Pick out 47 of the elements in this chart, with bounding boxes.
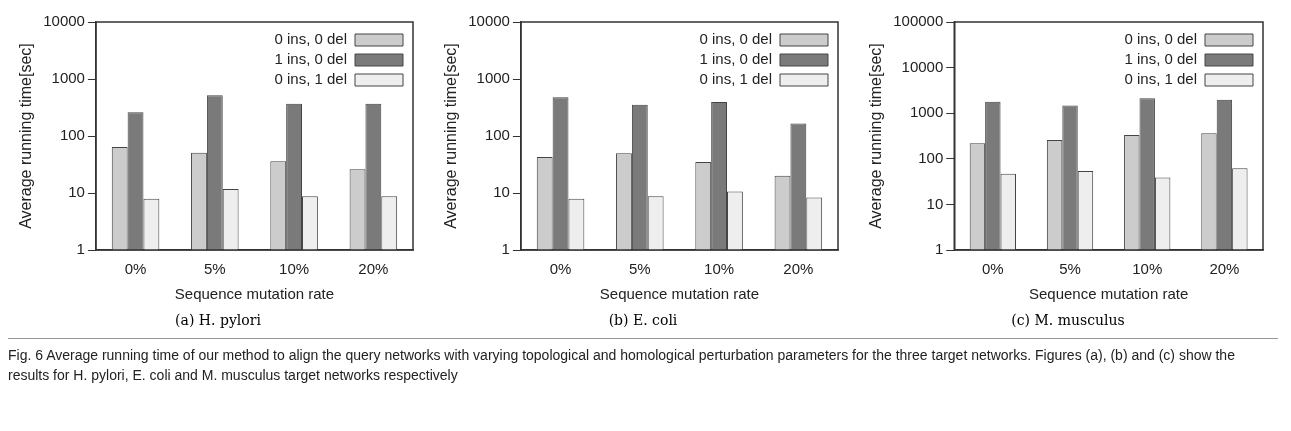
legend-label: 0 ins, 0 del: [1124, 30, 1197, 48]
y-tick-label: 100: [59, 126, 85, 144]
x-tick-label: 0%: [982, 260, 1004, 278]
y-tick-label: 1: [76, 240, 85, 258]
legend-label: 1 ins, 0 del: [1124, 50, 1197, 68]
y-tick-label: 10: [926, 194, 944, 212]
legend-label: 1 ins, 0 del: [699, 50, 772, 68]
y-tick-label: 10: [493, 183, 510, 201]
y-tick-label: 100: [484, 126, 510, 144]
y-tick-label: 1: [501, 240, 510, 258]
legend-label: 0 ins, 1 del: [699, 70, 772, 88]
x-axis-title: Sequence mutation rate: [599, 285, 760, 303]
y-tick-label: 10000: [901, 57, 944, 75]
x-tick-label: 20%: [1209, 260, 1240, 278]
y-tick-label: 1000: [51, 69, 85, 87]
x-tick-label: 20%: [358, 260, 389, 278]
x-tick-label: 5%: [203, 260, 226, 278]
x-tick-label: 5%: [628, 260, 651, 278]
text: (a) H. pylori: [175, 312, 261, 328]
y-tick-label: 10: [68, 183, 85, 201]
text: (c) M. musculus: [1011, 312, 1125, 328]
x-tick-label: 0%: [124, 260, 147, 278]
y-tick-label: 100000: [893, 12, 944, 30]
y-tick-label: 10000: [468, 12, 510, 30]
x-tick-label: 20%: [783, 260, 814, 278]
x-axis-title: Sequence mutation rate: [174, 285, 335, 303]
y-axis-title: Average running time[sec]: [442, 43, 460, 229]
y-tick-label: 100: [918, 148, 944, 166]
x-tick-label: 10%: [279, 260, 310, 278]
legend-label: 0 ins, 0 del: [699, 30, 772, 48]
y-tick-label: 10000: [43, 12, 85, 30]
x-tick-label: 10%: [704, 260, 735, 278]
legend-label: 0 ins, 0 del: [274, 30, 347, 48]
y-tick-label: 1000: [476, 69, 510, 87]
x-tick-label: 5%: [1059, 260, 1081, 278]
text: (b) E. coli: [608, 312, 678, 328]
caption: Fig. 6 Average running time of our method to align the query networks with varying topological and homological perturbation parameters for the three target networks. Figures (a), (b) and (c) show the results for H. pylori, E. coli and M. musculus target networks respectively: [8, 338, 1278, 385]
x-tick-label: 10%: [1132, 260, 1163, 278]
x-tick-label: 0%: [549, 260, 572, 278]
y-tick-label: 1: [934, 240, 944, 258]
x-axis-title: Sequence mutation rate: [1028, 285, 1189, 303]
legend-label: 0 ins, 1 del: [274, 70, 347, 88]
y-tick-label: 1000: [909, 103, 944, 121]
y-axis-title: Average running time[sec]: [867, 43, 885, 229]
legend-label: 0 ins, 1 del: [1124, 70, 1197, 88]
y-axis-title: Average running time[sec]: [17, 43, 35, 229]
legend-label: 1 ins, 0 del: [274, 50, 347, 68]
